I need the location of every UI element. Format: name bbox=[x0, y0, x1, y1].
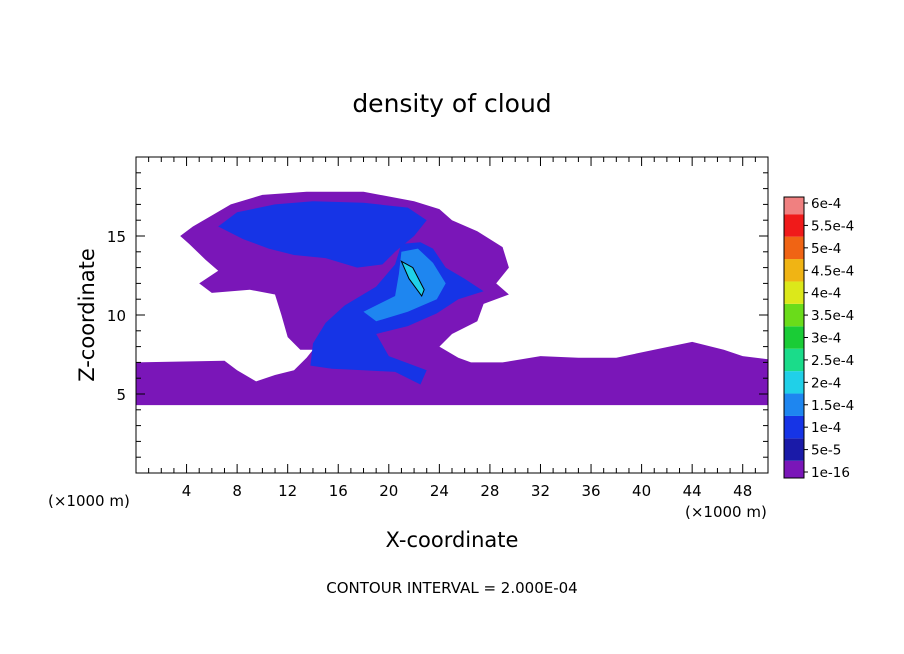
colorbar-label: 4.5e-4 bbox=[811, 263, 854, 279]
x-tick-label: 12 bbox=[278, 482, 297, 500]
contour-regions bbox=[136, 191, 768, 406]
colorbar-swatch bbox=[784, 281, 804, 304]
x-tick-label: 28 bbox=[480, 482, 499, 500]
x-tick-label: 4 bbox=[182, 482, 192, 500]
y-axis-label: Z-coordinate bbox=[75, 248, 99, 382]
x-tick-label: 48 bbox=[733, 482, 752, 500]
colorbar-swatch bbox=[784, 460, 804, 478]
y-tick-label: 10 bbox=[107, 307, 126, 325]
colorbar-label: 2e-4 bbox=[811, 375, 841, 391]
colorbar-label: 5.5e-4 bbox=[811, 218, 854, 234]
y-tick-label: 15 bbox=[107, 228, 126, 246]
y-unit-label: (×1000 m) bbox=[685, 503, 767, 521]
chart-title: density of cloud bbox=[352, 89, 551, 118]
colorbar-label: 1e-4 bbox=[811, 420, 841, 436]
x-tick-label: 40 bbox=[632, 482, 651, 500]
colorbar-frame bbox=[783, 196, 805, 479]
colorbar-swatch bbox=[784, 236, 804, 260]
colorbar-label: 5e-4 bbox=[811, 241, 841, 257]
colorbar-label: 1e-16 bbox=[811, 465, 850, 481]
colorbar-label: 2.5e-4 bbox=[811, 353, 854, 369]
contour-region-3 bbox=[363, 248, 446, 322]
colorbar-swatch bbox=[784, 348, 804, 372]
x-tick-label: 44 bbox=[683, 482, 702, 500]
x-tick-label: 16 bbox=[329, 482, 348, 500]
colorbar-swatch bbox=[784, 371, 804, 394]
x-axis-ticks: 4 8 12 16 20 24 28 32 36 40 44 48 bbox=[148, 157, 756, 500]
contour-interval-note: CONTOUR INTERVAL = 2.000E-04 bbox=[326, 579, 577, 597]
colorbar-swatch bbox=[784, 197, 804, 215]
colorbar-label: 3e-4 bbox=[811, 331, 841, 347]
x-tick-label: 32 bbox=[531, 482, 550, 500]
colorbar-label: 6e-4 bbox=[811, 196, 841, 212]
x-tick-label: 8 bbox=[232, 482, 242, 500]
colorbar-swatch bbox=[784, 303, 804, 327]
colorbar-label: 5e-5 bbox=[811, 443, 841, 459]
x-tick-label: 24 bbox=[430, 482, 449, 500]
colorbar-label: 1.5e-4 bbox=[811, 398, 854, 414]
contour-region-4 bbox=[400, 260, 425, 298]
colorbar: 1e-16 5e-5 1e-4 1.5e-4 2e-4 2.5e-4 3e-4 3.5e-4 4… bbox=[783, 196, 854, 481]
contour-region-1 bbox=[218, 201, 427, 268]
colorbar-label: 4e-4 bbox=[811, 286, 841, 302]
colorbar-swatch bbox=[784, 393, 804, 416]
colorbar-swatch bbox=[784, 326, 804, 349]
colorbar-swatch bbox=[784, 415, 804, 439]
colorbar-swatch bbox=[784, 214, 804, 237]
colorbar-swatch bbox=[784, 259, 804, 282]
x-unit-label: (×1000 m) bbox=[48, 492, 130, 510]
x-tick-label: 20 bbox=[379, 482, 398, 500]
x-tick-label: 36 bbox=[581, 482, 600, 500]
y-tick-label: 5 bbox=[116, 386, 126, 404]
colorbar-swatch bbox=[784, 438, 804, 461]
x-axis-label: X-coordinate bbox=[386, 528, 519, 552]
colorbar-label: 3.5e-4 bbox=[811, 308, 854, 324]
y-axis-ticks: 5 10 15 bbox=[107, 172, 768, 458]
